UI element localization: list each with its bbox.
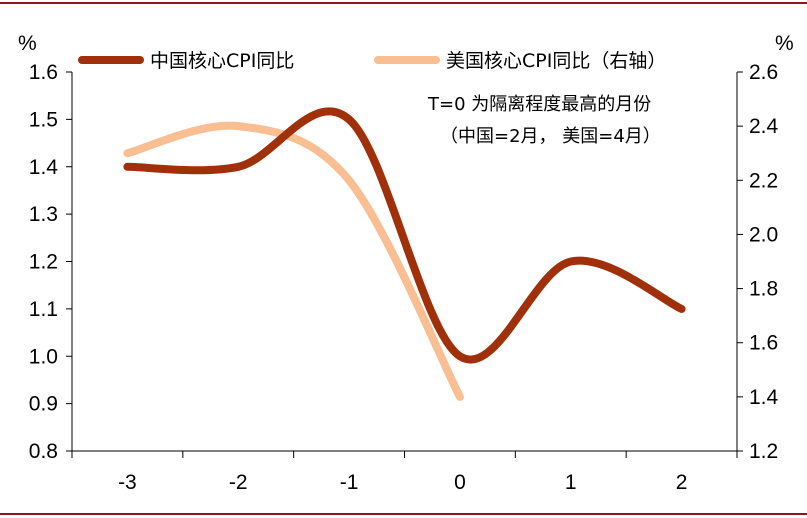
right-axis-tick-label: 2.6 <box>749 61 778 84</box>
left-axis-tick-label: 1.6 <box>29 61 58 84</box>
x-axis-tick-label: 2 <box>676 471 688 494</box>
left-axis-tick-label: 1.1 <box>29 298 58 321</box>
series-line-china <box>123 107 686 364</box>
legend: 中国核心CPI同比 美国核心CPI同比（右轴） <box>78 50 666 72</box>
left-axis-tick-label: 1.3 <box>29 203 58 226</box>
left-axis-tick-label: 1.2 <box>29 251 58 274</box>
annotation-line-1: T=0 为隔离程度最高的月份 <box>427 94 651 115</box>
x-axis-tick-label: 1 <box>565 471 577 494</box>
annotation-line-2: （中国=2月， 美国=4月） <box>440 126 661 147</box>
series-layer <box>123 107 686 401</box>
x-axis-tick-label: 0 <box>454 471 466 494</box>
x-axis-tick-label: -1 <box>340 471 359 494</box>
right-axis-tick-label: 1.6 <box>749 332 778 355</box>
right-axis-tick-label: 1.2 <box>749 440 778 463</box>
right-axis-tick-label: 2.4 <box>749 115 779 138</box>
axes: 0.8 0.9 1.0 1.1 1.2 1.3 1.4 1.5 1.6 1.2 1.4 1.6 1.8 2… <box>29 61 779 494</box>
left-axis-tick-label: 1.5 <box>29 108 58 131</box>
x-axis-tick-label: -2 <box>229 471 248 494</box>
left-axis-unit: % <box>18 32 37 55</box>
right-axis-tick-label: 2.0 <box>749 223 778 246</box>
left-axis-tick-label: 0.9 <box>29 393 58 416</box>
left-axis-tick-label: 1.0 <box>29 345 58 368</box>
legend-label-china: 中国核心CPI同比 <box>150 50 294 72</box>
right-axis-tick-label: 1.4 <box>749 386 779 409</box>
left-axis-tick-label: 0.8 <box>29 440 58 463</box>
right-axis-tick-label: 1.8 <box>749 278 778 301</box>
x-axis-tick-label: -3 <box>118 471 137 494</box>
left-axis-tick-label: 1.4 <box>29 156 59 179</box>
series-line-us <box>123 121 464 401</box>
right-axis-unit: % <box>775 32 794 55</box>
right-axis-tick-label: 2.2 <box>749 169 778 192</box>
legend-label-us: 美国核心CPI同比（右轴） <box>446 50 666 72</box>
